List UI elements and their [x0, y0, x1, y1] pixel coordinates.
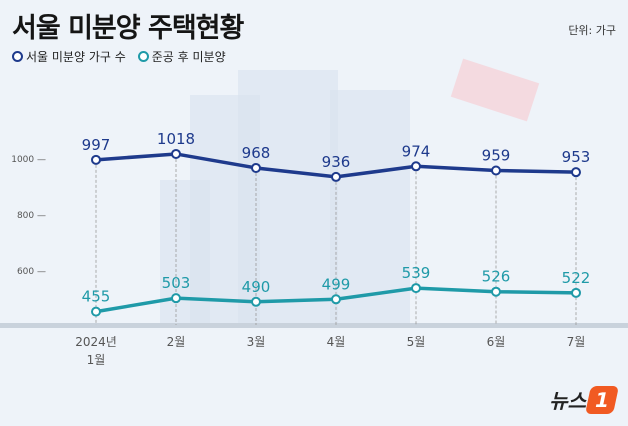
page-title: 서울 미분양 주택현황: [12, 13, 244, 44]
x-tick-label: 7월: [567, 335, 586, 349]
y-tick-label: 600 —: [17, 267, 46, 277]
data-label: 503: [162, 274, 191, 292]
data-label: 522: [562, 269, 591, 287]
data-point: [91, 306, 101, 317]
data-point: [571, 287, 581, 298]
x-tick-label: 4월: [327, 335, 346, 349]
news1-logo: 뉴스 1: [549, 385, 619, 414]
data-point: [251, 162, 261, 173]
data-point: [571, 167, 581, 178]
legend-item-total: 서울 미분양 가구 수: [12, 48, 126, 65]
legend-label: 준공 후 미분양: [151, 50, 226, 64]
building-decoration: [238, 70, 338, 325]
data-point: [331, 294, 341, 305]
legend: 서울 미분양 가구 수 준공 후 미분양: [12, 48, 226, 65]
data-point: [171, 148, 181, 159]
data-label: 997: [82, 136, 111, 154]
y-tick-label: 1000 —: [11, 155, 46, 165]
data-label: 968: [242, 144, 271, 162]
data-label: 526: [482, 268, 511, 286]
data-label: 953: [562, 148, 591, 166]
data-point: [91, 154, 101, 165]
data-point: [171, 293, 181, 304]
x-tick-label: 2024년: [75, 335, 117, 349]
data-label: 539: [402, 264, 431, 282]
x-tick-label: 6월: [487, 335, 506, 349]
x-tick-label: 3월: [247, 335, 266, 349]
data-point: [411, 161, 421, 172]
data-label: 959: [482, 146, 511, 164]
legend-marker-icon: [137, 51, 149, 62]
data-point: [251, 296, 261, 307]
data-point: [331, 171, 341, 182]
baseline: [0, 323, 628, 328]
legend-item-completed: 준공 후 미분양: [137, 48, 226, 65]
data-label: 455: [82, 288, 111, 306]
data-point: [491, 286, 501, 297]
data-label: 974: [402, 142, 431, 160]
x-tick-label: 2월: [167, 335, 186, 349]
unit-label: 단위: 가구: [568, 24, 616, 37]
data-label: 490: [242, 278, 271, 296]
building-decoration: [330, 90, 410, 325]
data-label: 499: [322, 275, 351, 293]
logo-text: 뉴스: [549, 389, 586, 413]
data-label: 1018: [157, 130, 195, 148]
sign-decoration: [450, 58, 540, 122]
x-tick-label: 5월: [407, 335, 426, 349]
y-tick-label: 800 —: [17, 211, 46, 221]
data-label: 936: [322, 153, 351, 171]
data-point: [411, 283, 421, 294]
legend-label: 서울 미분양 가구 수: [26, 50, 126, 64]
data-point: [491, 165, 501, 176]
legend-marker-icon: [12, 51, 23, 62]
building-decoration: [160, 180, 210, 325]
x-tick-label: 1월: [87, 353, 106, 367]
logo-mark: 1: [585, 385, 619, 414]
